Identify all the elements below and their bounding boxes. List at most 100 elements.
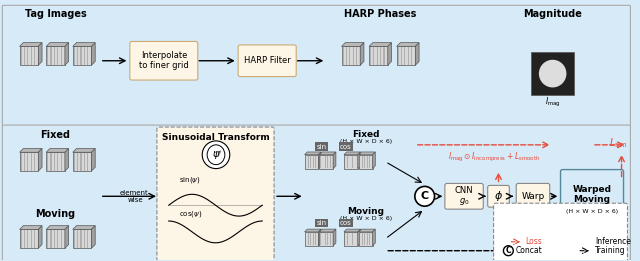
Text: Interpolate
to finer grid: Interpolate to finer grid	[139, 51, 189, 70]
Text: Loss: Loss	[525, 237, 542, 246]
Polygon shape	[404, 47, 405, 65]
Polygon shape	[359, 152, 375, 155]
Polygon shape	[333, 229, 336, 246]
Polygon shape	[347, 155, 348, 168]
Polygon shape	[352, 232, 353, 246]
Polygon shape	[342, 43, 364, 46]
Text: Fixed: Fixed	[352, 130, 380, 139]
Polygon shape	[380, 47, 381, 65]
FancyBboxPatch shape	[488, 185, 509, 207]
Polygon shape	[51, 47, 52, 65]
Polygon shape	[92, 226, 95, 248]
Polygon shape	[54, 47, 55, 65]
Polygon shape	[20, 46, 38, 65]
Polygon shape	[397, 47, 399, 65]
Polygon shape	[415, 43, 419, 65]
Polygon shape	[77, 47, 78, 65]
Polygon shape	[305, 232, 318, 246]
Polygon shape	[20, 153, 22, 171]
Polygon shape	[20, 226, 42, 229]
Polygon shape	[345, 155, 346, 168]
FancyBboxPatch shape	[493, 203, 627, 261]
Text: HARP Filter: HARP Filter	[244, 56, 291, 65]
Polygon shape	[333, 152, 336, 169]
Polygon shape	[20, 230, 22, 248]
Polygon shape	[54, 153, 55, 171]
Polygon shape	[367, 232, 368, 246]
Polygon shape	[358, 229, 360, 246]
Polygon shape	[57, 153, 58, 171]
Text: $\phi$: $\phi$	[494, 189, 503, 203]
Text: Inference: Inference	[595, 237, 631, 246]
Polygon shape	[344, 152, 360, 155]
Polygon shape	[87, 230, 88, 248]
Text: Training: Training	[595, 246, 626, 255]
Polygon shape	[310, 155, 311, 168]
Polygon shape	[46, 229, 65, 248]
Polygon shape	[349, 155, 351, 168]
Polygon shape	[362, 155, 363, 168]
Text: HARP Phases: HARP Phases	[344, 9, 417, 19]
Polygon shape	[315, 232, 316, 246]
Polygon shape	[46, 46, 65, 65]
Polygon shape	[305, 229, 321, 232]
Polygon shape	[305, 155, 318, 169]
Text: $I_{\mathrm{mag}} \odot I_{\mathrm{incompress}} + L_{\mathrm{smooth}}$: $I_{\mathrm{mag}} \odot I_{\mathrm{incom…	[447, 151, 540, 164]
Text: Fixed: Fixed	[40, 130, 70, 140]
Polygon shape	[305, 155, 306, 168]
Polygon shape	[46, 226, 68, 229]
Polygon shape	[38, 149, 42, 171]
Text: sin: sin	[316, 144, 326, 150]
Text: element-
wise: element- wise	[120, 190, 151, 203]
Polygon shape	[347, 232, 348, 246]
Polygon shape	[34, 230, 35, 248]
Text: $\psi$: $\psi$	[212, 149, 220, 161]
Polygon shape	[356, 47, 357, 65]
Polygon shape	[65, 149, 68, 171]
Text: cos: cos	[340, 220, 352, 226]
Polygon shape	[47, 153, 48, 171]
Polygon shape	[51, 153, 52, 171]
Polygon shape	[369, 43, 392, 46]
Text: $L_{\mathrm{sim}}$: $L_{\mathrm{sim}}$	[609, 136, 627, 150]
Polygon shape	[318, 229, 321, 246]
Text: (H × W × D × 6): (H × W × D × 6)	[566, 209, 618, 214]
Polygon shape	[349, 232, 351, 246]
FancyBboxPatch shape	[3, 125, 630, 260]
Polygon shape	[47, 47, 48, 65]
Polygon shape	[397, 43, 419, 46]
Polygon shape	[84, 153, 85, 171]
Polygon shape	[65, 43, 68, 65]
Polygon shape	[369, 232, 370, 246]
Circle shape	[504, 246, 513, 256]
Polygon shape	[319, 155, 333, 169]
Polygon shape	[342, 47, 344, 65]
Polygon shape	[330, 232, 331, 246]
Polygon shape	[320, 232, 321, 246]
Polygon shape	[359, 232, 372, 246]
Polygon shape	[73, 226, 95, 229]
Text: $\sin(\psi)$: $\sin(\psi)$	[179, 175, 200, 186]
Polygon shape	[24, 153, 25, 171]
Polygon shape	[345, 232, 346, 246]
Polygon shape	[38, 43, 42, 65]
FancyBboxPatch shape	[531, 52, 574, 95]
FancyBboxPatch shape	[516, 183, 550, 209]
Polygon shape	[370, 47, 371, 65]
Polygon shape	[319, 229, 336, 232]
Polygon shape	[364, 232, 365, 246]
Polygon shape	[318, 152, 321, 169]
Text: Magnitude: Magnitude	[524, 9, 582, 19]
Polygon shape	[313, 155, 314, 168]
Text: C: C	[420, 191, 429, 201]
Polygon shape	[342, 46, 360, 65]
Polygon shape	[359, 155, 372, 169]
Polygon shape	[359, 229, 375, 232]
Polygon shape	[344, 232, 358, 246]
Polygon shape	[46, 149, 68, 152]
Polygon shape	[383, 47, 385, 65]
Polygon shape	[87, 153, 88, 171]
Text: Warped
Moving: Warped Moving	[573, 185, 612, 204]
Polygon shape	[31, 47, 32, 65]
Polygon shape	[74, 47, 75, 65]
